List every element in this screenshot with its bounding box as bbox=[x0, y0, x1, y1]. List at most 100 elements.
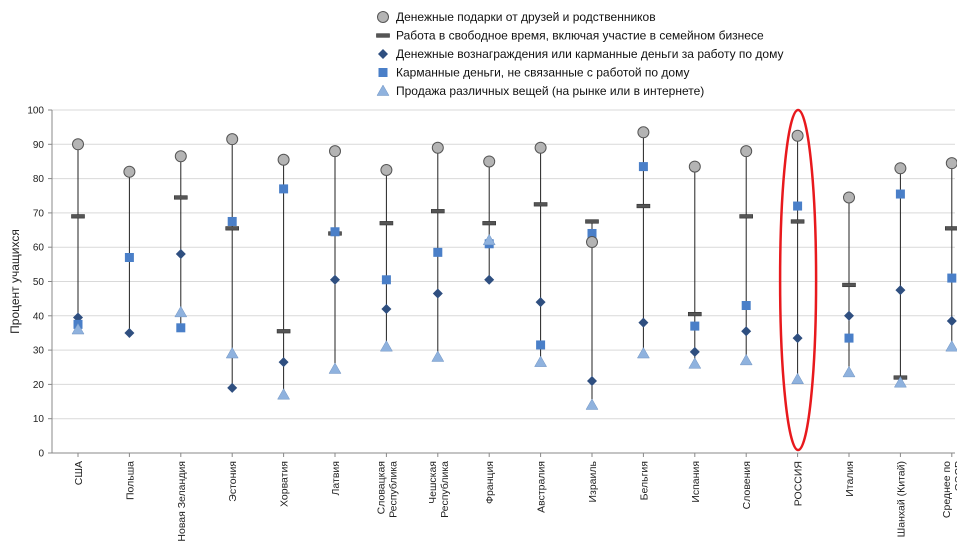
point-dash bbox=[71, 214, 85, 219]
x-tick-label: Шанхай (Китай) bbox=[895, 461, 907, 537]
legend-label: Денежные вознаграждения или карманные де… bbox=[396, 47, 783, 61]
x-tick-label: Польша bbox=[124, 461, 136, 500]
point-circle bbox=[174, 150, 187, 163]
legend-label: Карманные деньги, не связанные с работой… bbox=[396, 66, 690, 80]
x-tick-label: Республика bbox=[439, 461, 451, 518]
point-dash bbox=[276, 329, 291, 334]
highlight-layer bbox=[778, 108, 818, 452]
point-triangle bbox=[225, 347, 239, 359]
point-circle bbox=[945, 157, 957, 170]
y-tick-label: 60 bbox=[33, 243, 45, 254]
point-triangle bbox=[945, 340, 957, 352]
y-tick-label: 50 bbox=[33, 277, 45, 288]
point-triangle bbox=[688, 357, 702, 369]
x-tick-label: Хорватия bbox=[279, 461, 291, 507]
y-tick-label: 90 bbox=[33, 140, 45, 151]
point-diamond bbox=[792, 333, 803, 344]
point-square bbox=[279, 184, 289, 194]
point-diamond bbox=[638, 317, 649, 328]
y-tick-label: 0 bbox=[38, 449, 44, 460]
x-tick-label: Израиль bbox=[587, 460, 599, 502]
y-axis: 0 10 20 30 40 50 60 70 80 90 100 bbox=[27, 106, 53, 460]
point-diamond bbox=[124, 327, 135, 338]
point-diamond bbox=[689, 346, 700, 357]
point-dash bbox=[379, 221, 394, 226]
point-triangle bbox=[482, 233, 496, 246]
point-diamond bbox=[535, 297, 546, 308]
point-diamond bbox=[175, 249, 186, 260]
point-diamond bbox=[278, 357, 289, 368]
legend-marker-square bbox=[378, 68, 388, 77]
point-circle bbox=[329, 145, 341, 158]
point-square bbox=[793, 201, 803, 211]
x-tick-label: Испания bbox=[690, 461, 702, 503]
point-dash bbox=[482, 221, 497, 226]
x-axis: США Польша Новая Зеландия Эстония Хорватия Ла… bbox=[73, 453, 957, 542]
point-diamond bbox=[587, 375, 597, 386]
y-axis-label: Процент учащихся bbox=[8, 229, 22, 334]
x-tick-label: Австралия bbox=[536, 461, 548, 513]
range-lines bbox=[77, 132, 953, 405]
x-tick-label: Чешская bbox=[427, 461, 439, 504]
legend-label: Работа в свободное время, включая участи… bbox=[396, 29, 764, 43]
point-circle bbox=[843, 191, 855, 204]
point-diamond bbox=[844, 310, 854, 321]
y-tick-label: 80 bbox=[33, 174, 45, 185]
point-dash bbox=[636, 203, 651, 209]
point-dash bbox=[944, 226, 957, 231]
point-square bbox=[381, 275, 391, 285]
point-circle bbox=[431, 141, 444, 154]
point-circle bbox=[226, 133, 239, 146]
point-square bbox=[176, 323, 186, 333]
y-tick-label: 10 bbox=[33, 414, 45, 425]
point-triangle bbox=[534, 355, 548, 367]
point-square bbox=[844, 333, 854, 343]
point-circle bbox=[688, 160, 701, 173]
point-diamond bbox=[330, 274, 340, 285]
x-tick-label: Бельгия bbox=[638, 461, 650, 500]
point-triangle bbox=[379, 340, 393, 352]
point-circle bbox=[123, 165, 136, 178]
y-tick-label: 100 bbox=[27, 106, 44, 117]
x-tick-label: Словацкая bbox=[375, 461, 387, 514]
x-tick-label: РОССИЯ bbox=[793, 461, 805, 506]
point-triangle bbox=[636, 347, 650, 359]
x-tick-label: Эстония bbox=[227, 461, 239, 502]
point-circle bbox=[380, 164, 393, 177]
point-triangle bbox=[893, 376, 907, 388]
x-tick-label: Словения bbox=[741, 461, 753, 509]
legend-marker-circle bbox=[377, 11, 389, 23]
point-square bbox=[124, 252, 134, 262]
legend-marker-triangle bbox=[376, 84, 390, 96]
point-dash bbox=[739, 214, 754, 219]
y-tick-label: 30 bbox=[33, 346, 45, 357]
point-triangle bbox=[277, 388, 291, 400]
point-square bbox=[947, 273, 957, 283]
point-dash bbox=[430, 209, 445, 214]
x-tick-label: Новая Зеландия bbox=[176, 461, 188, 542]
point-square bbox=[895, 189, 905, 199]
point-triangle bbox=[842, 365, 856, 378]
point-dash bbox=[533, 202, 548, 207]
data-marks bbox=[71, 126, 957, 410]
point-square bbox=[638, 162, 648, 172]
legend: Денежные подарки от друзей и родственник… bbox=[376, 10, 783, 98]
point-dash bbox=[174, 195, 188, 200]
point-triangle bbox=[585, 398, 599, 410]
legend-marker-dash bbox=[376, 33, 390, 38]
point-square bbox=[741, 301, 751, 311]
point-circle bbox=[740, 145, 753, 158]
point-square bbox=[330, 227, 340, 237]
point-diamond bbox=[484, 274, 495, 285]
point-square bbox=[227, 216, 237, 226]
point-dash bbox=[790, 219, 805, 224]
point-diamond bbox=[381, 303, 392, 314]
point-diamond bbox=[741, 326, 752, 337]
point-circle bbox=[791, 129, 804, 142]
point-square bbox=[433, 247, 443, 257]
x-tick-label: Италия bbox=[844, 461, 856, 497]
point-triangle bbox=[739, 353, 753, 366]
point-diamond bbox=[895, 285, 906, 296]
x-tick-label: США bbox=[73, 461, 85, 485]
